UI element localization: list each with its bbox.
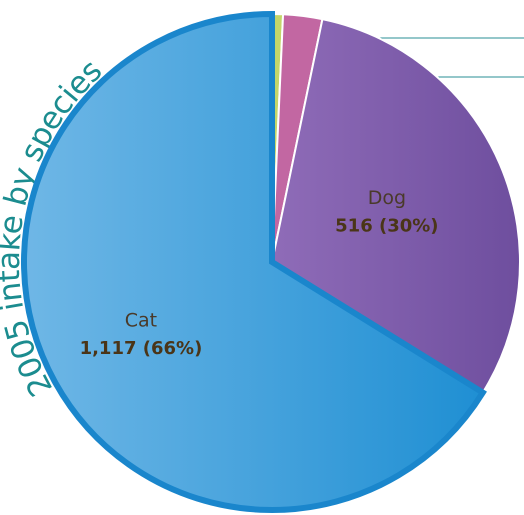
slice-label: Dog (368, 187, 406, 209)
pie-slice (21, 10, 487, 513)
value-label: 1,117 (66%) (80, 338, 203, 359)
slice-label: Cat (125, 309, 157, 331)
value-label: 516 (30%) (335, 216, 438, 237)
